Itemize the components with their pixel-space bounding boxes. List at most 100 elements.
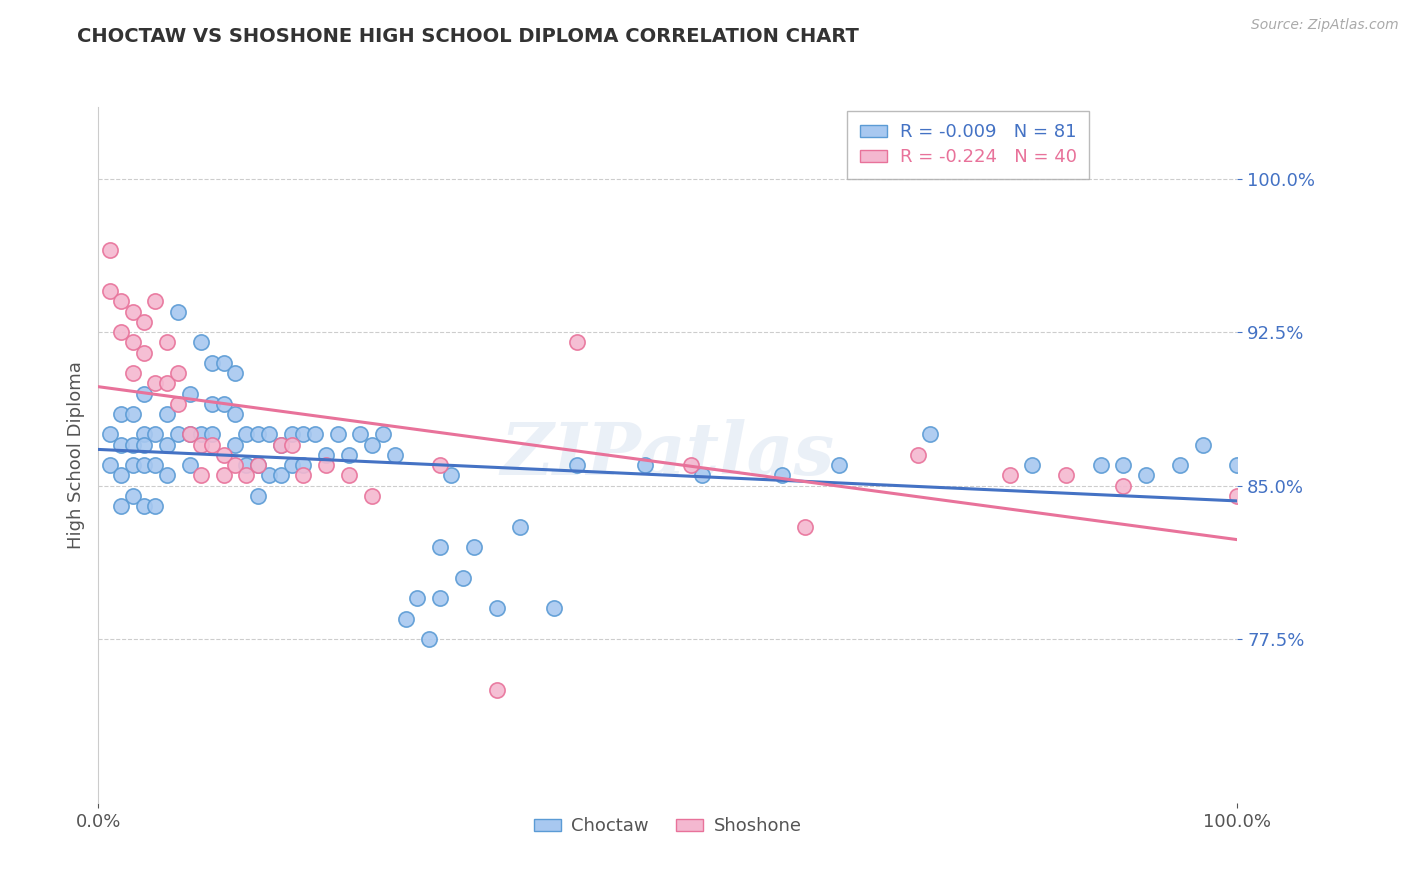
Point	[246, 458, 269, 472]
Point	[98, 458, 121, 472]
Point	[156, 438, 179, 452]
Point	[429, 540, 451, 554]
Point	[395, 612, 418, 626]
Point	[156, 468, 179, 483]
Point	[201, 397, 224, 411]
Point	[1054, 468, 1078, 483]
Point	[440, 468, 463, 483]
Point	[132, 499, 155, 513]
Point	[418, 632, 440, 646]
Point	[315, 448, 337, 462]
Point	[281, 438, 304, 452]
Point	[190, 335, 212, 350]
Point	[337, 448, 360, 462]
Point	[634, 458, 657, 472]
Legend: Choctaw, Shoshone: Choctaw, Shoshone	[526, 810, 810, 842]
Point	[1226, 489, 1249, 503]
Point	[406, 591, 429, 606]
Point	[384, 448, 406, 462]
Point	[349, 427, 371, 442]
Point	[190, 438, 212, 452]
Point	[167, 427, 190, 442]
Point	[1112, 458, 1135, 472]
Point	[98, 244, 121, 258]
Text: CHOCTAW VS SHOSHONE HIGH SCHOOL DIPLOMA CORRELATION CHART: CHOCTAW VS SHOSHONE HIGH SCHOOL DIPLOMA …	[77, 27, 859, 45]
Point	[486, 601, 509, 615]
Point	[451, 571, 474, 585]
Point	[145, 427, 167, 442]
Point	[121, 489, 143, 503]
Point	[259, 468, 281, 483]
Point	[679, 458, 702, 472]
Point	[121, 438, 143, 452]
Point	[179, 427, 201, 442]
Point	[121, 335, 143, 350]
Point	[110, 438, 132, 452]
Point	[326, 427, 349, 442]
Point	[145, 376, 167, 391]
Point	[246, 458, 269, 472]
Point	[235, 468, 257, 483]
Point	[224, 407, 246, 421]
Point	[1090, 458, 1112, 472]
Point	[270, 438, 292, 452]
Point	[132, 386, 155, 401]
Point	[770, 468, 793, 483]
Point	[145, 294, 167, 309]
Point	[121, 458, 143, 472]
Point	[156, 407, 179, 421]
Point	[132, 345, 155, 359]
Point	[292, 458, 315, 472]
Point	[132, 427, 155, 442]
Point	[543, 601, 565, 615]
Point	[167, 366, 190, 380]
Point	[1135, 468, 1157, 483]
Point	[1226, 458, 1249, 472]
Point	[509, 519, 531, 533]
Point	[315, 458, 337, 472]
Point	[110, 499, 132, 513]
Point	[110, 407, 132, 421]
Point	[828, 458, 851, 472]
Point	[281, 458, 304, 472]
Point	[270, 468, 292, 483]
Point	[121, 304, 143, 318]
Point	[1192, 438, 1215, 452]
Point	[429, 458, 451, 472]
Point	[212, 397, 235, 411]
Point	[212, 448, 235, 462]
Point	[212, 468, 235, 483]
Point	[793, 519, 815, 533]
Point	[201, 427, 224, 442]
Point	[998, 468, 1021, 483]
Point	[1112, 478, 1135, 492]
Point	[132, 438, 155, 452]
Point	[259, 427, 281, 442]
Point	[918, 427, 941, 442]
Point	[98, 284, 121, 298]
Point	[167, 304, 190, 318]
Point	[224, 458, 246, 472]
Point	[1170, 458, 1192, 472]
Point	[224, 438, 246, 452]
Point	[690, 468, 713, 483]
Point	[110, 468, 132, 483]
Point	[246, 489, 269, 503]
Text: Source: ZipAtlas.com: Source: ZipAtlas.com	[1251, 18, 1399, 32]
Point	[292, 468, 315, 483]
Point	[179, 458, 201, 472]
Point	[110, 294, 132, 309]
Point	[190, 468, 212, 483]
Point	[270, 438, 292, 452]
Point	[156, 376, 179, 391]
Point	[360, 438, 382, 452]
Y-axis label: High School Diploma: High School Diploma	[66, 361, 84, 549]
Point	[371, 427, 394, 442]
Point	[201, 356, 224, 370]
Point	[565, 458, 588, 472]
Point	[201, 438, 224, 452]
Text: ZIPatlas: ZIPatlas	[501, 419, 835, 491]
Point	[292, 427, 315, 442]
Point	[110, 325, 132, 339]
Point	[167, 397, 190, 411]
